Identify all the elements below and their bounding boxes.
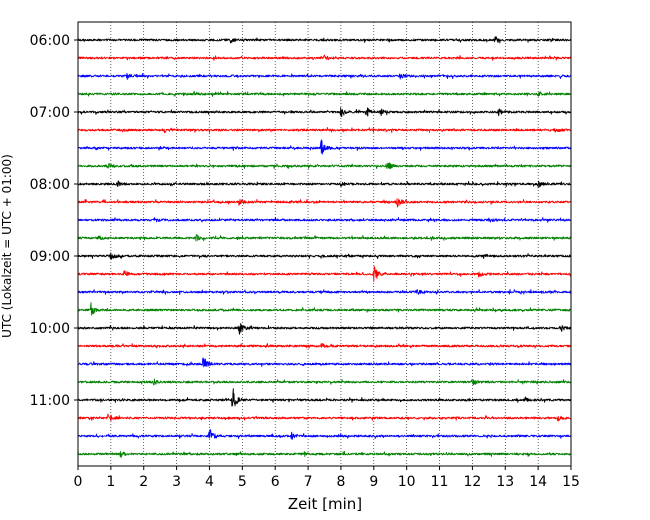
trace-line — [77, 234, 572, 242]
x-tick-label: 5 — [238, 474, 247, 490]
trace-line — [77, 127, 572, 134]
y-tick-label: 06:00 — [30, 33, 70, 49]
x-tick-label: 0 — [74, 474, 83, 490]
y-tick-label: 10:00 — [30, 321, 70, 337]
trace-line — [77, 429, 572, 440]
x-tick-label: 2 — [139, 474, 148, 490]
trace-line — [77, 107, 572, 117]
x-tick-label: 15 — [562, 474, 580, 490]
x-tick-label: 11 — [431, 474, 449, 490]
x-tick-label: 3 — [172, 474, 181, 490]
x-tick-label: 1 — [106, 474, 115, 490]
trace-line — [77, 36, 572, 44]
y-tick-label: 11:00 — [30, 393, 70, 409]
x-tick-label: 14 — [529, 474, 547, 490]
trace-line — [77, 388, 572, 407]
trace-line — [77, 180, 572, 189]
trace-line — [77, 378, 572, 386]
x-axis-label: Zeit [min] — [288, 495, 362, 513]
y-tick-label: 09:00 — [30, 249, 70, 265]
x-tick-label: 12 — [463, 474, 481, 490]
trace-line — [77, 413, 572, 422]
trace-line — [77, 451, 572, 458]
x-tick-label: 7 — [304, 474, 313, 490]
trace-line — [77, 54, 572, 61]
x-axis: 0 1 2 3 4 5 6 7 8 9 10 11 12 13 14 15 — [74, 466, 580, 490]
x-tick-label: 8 — [336, 474, 345, 490]
trace-line — [77, 139, 572, 155]
trace-line — [77, 289, 572, 295]
y-axis: 06:00 07:00 08:00 09:00 10:00 11:00 — [30, 33, 78, 409]
trace-line — [77, 198, 572, 208]
x-tick-label: 10 — [398, 474, 416, 490]
x-tick-label: 6 — [271, 474, 280, 490]
trace-line — [77, 72, 572, 80]
trace-line — [77, 302, 572, 316]
x-tick-label: 4 — [205, 474, 214, 490]
trace-line — [77, 323, 572, 335]
y-tick-label: 08:00 — [30, 177, 70, 193]
trace-line — [77, 357, 572, 368]
y-axis-label: UTC (Lokalzeit = UTC + 01:00) — [0, 154, 14, 338]
y-tick-label: 07:00 — [30, 105, 70, 121]
trace-line — [77, 90, 572, 97]
plot-frame — [77, 21, 572, 467]
grid-lines — [110, 22, 539, 466]
x-tick-label: 9 — [369, 474, 378, 490]
trace-line — [77, 343, 572, 349]
trace-line — [77, 252, 572, 260]
trace-line — [77, 217, 572, 223]
trace-line — [77, 265, 572, 283]
trace-line — [77, 162, 572, 170]
traces — [77, 36, 572, 458]
x-tick-label: 13 — [496, 474, 514, 490]
